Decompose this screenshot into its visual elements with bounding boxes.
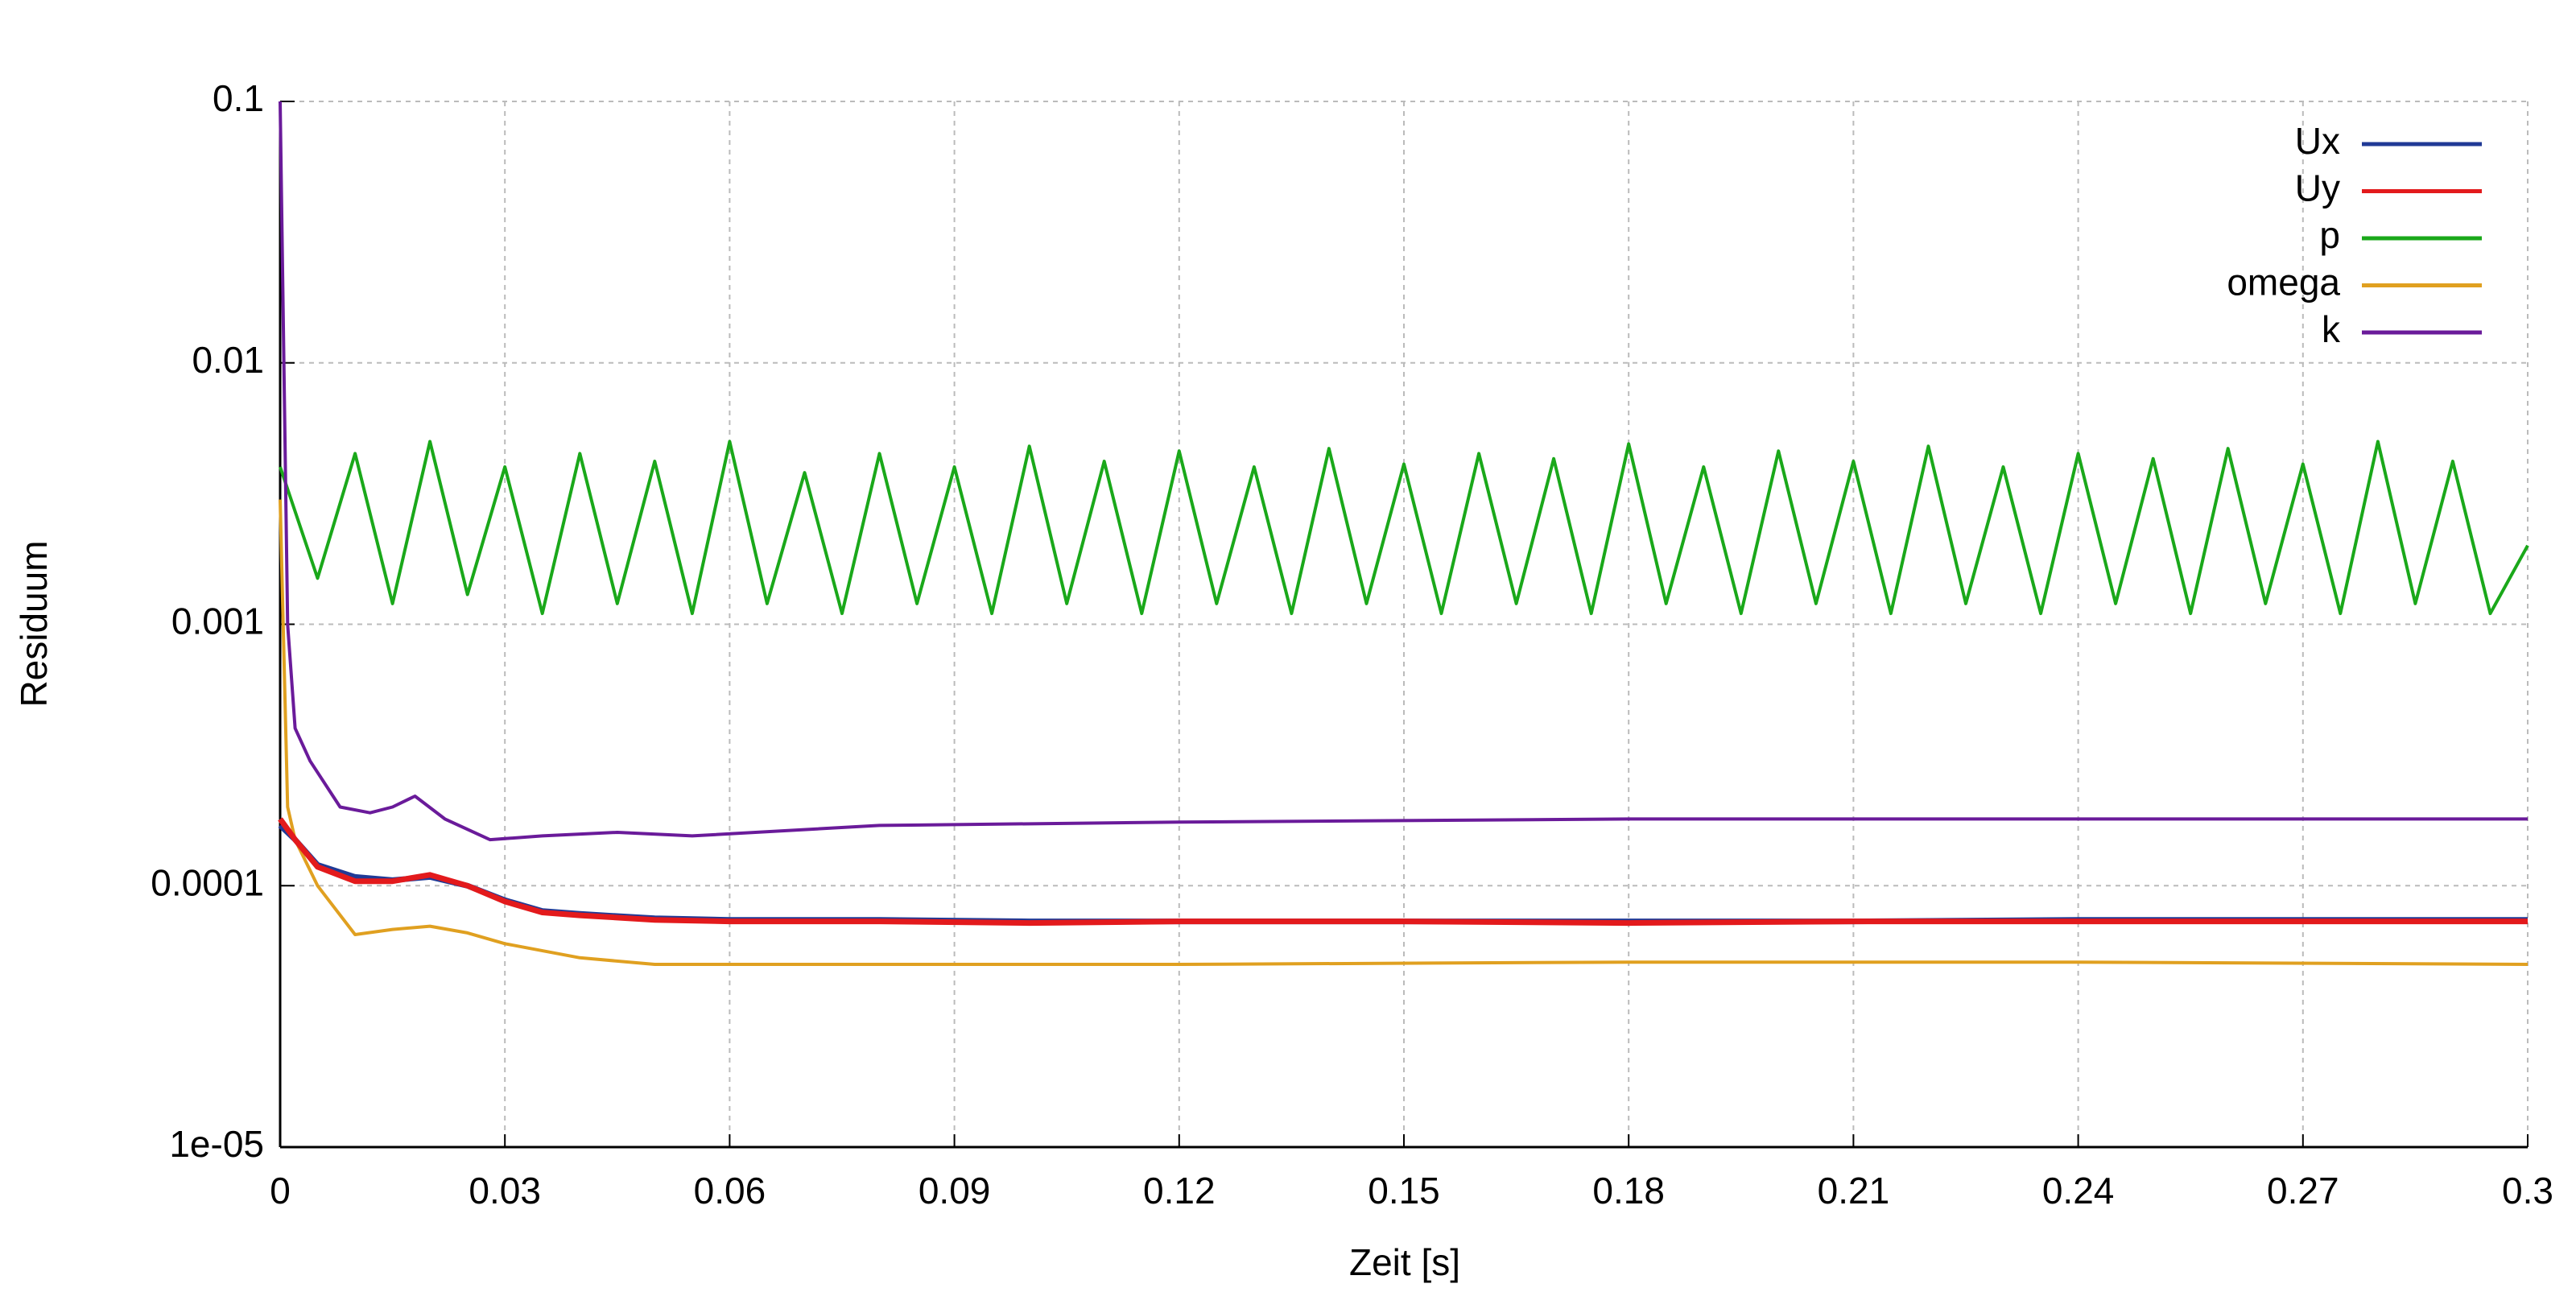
y-tick-label: 0.0001 xyxy=(151,861,264,903)
data-line xyxy=(279,101,2528,842)
x-tick-label: 0.3 xyxy=(2502,1170,2553,1212)
x-tick-label: 0.09 xyxy=(919,1170,991,1212)
y-axis-label: Residuum xyxy=(13,540,55,707)
y-tick-label: 1e-05 xyxy=(169,1123,264,1165)
legend-label: p xyxy=(2319,214,2340,256)
x-tick-label: 0.06 xyxy=(694,1170,766,1212)
data-line xyxy=(278,817,2528,927)
x-tick-label: 0.03 xyxy=(469,1170,541,1212)
x-tick-label: 0.27 xyxy=(2267,1170,2339,1212)
y-tick-label: 0.1 xyxy=(213,77,264,119)
legend-label: Uy xyxy=(2295,167,2340,209)
data-line xyxy=(279,499,2529,966)
x-tick-label: 0.21 xyxy=(1818,1170,1890,1212)
x-tick-label: 0.12 xyxy=(1143,1170,1216,1212)
legend-label: k xyxy=(2322,308,2341,350)
x-tick-label: 0 xyxy=(270,1170,291,1212)
data-line xyxy=(279,440,2529,616)
legend-label: omega xyxy=(2227,262,2340,303)
legend-label: Ux xyxy=(2295,120,2340,162)
x-tick-label: 0.18 xyxy=(1592,1170,1665,1212)
x-axis-label: Zeit [s] xyxy=(1349,1241,1460,1283)
y-tick-label: 0.01 xyxy=(192,339,264,381)
x-tick-label: 0.24 xyxy=(2042,1170,2115,1212)
y-tick-label: 0.001 xyxy=(171,601,264,642)
x-tick-label: 0.15 xyxy=(1368,1170,1440,1212)
